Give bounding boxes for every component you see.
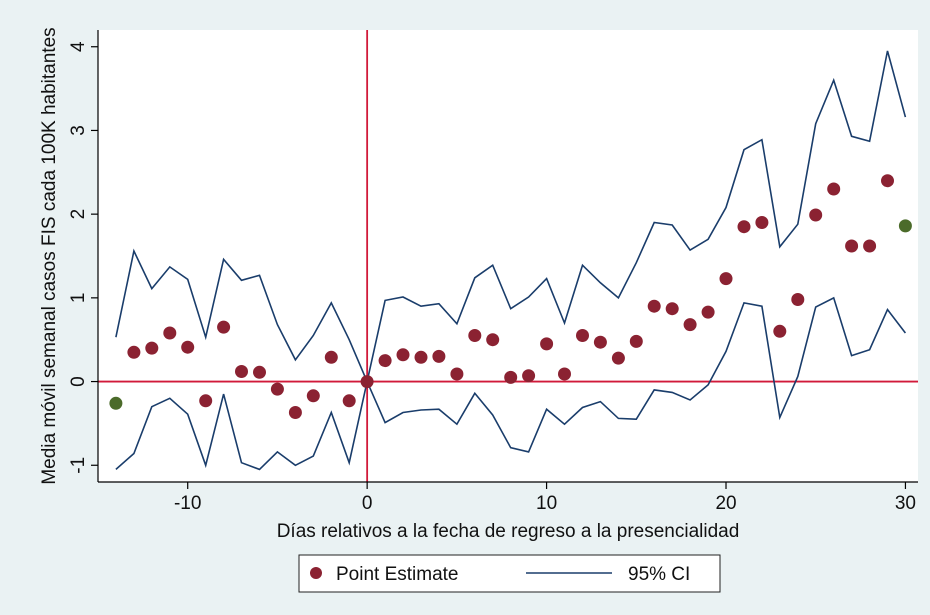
point-estimate-marker bbox=[486, 333, 500, 347]
point-estimate-marker bbox=[235, 365, 248, 378]
y-tick-label: 3 bbox=[68, 125, 89, 136]
point-estimate-marker bbox=[683, 318, 697, 332]
point-estimate-marker bbox=[163, 326, 177, 340]
ci-lower-line bbox=[115, 296, 907, 471]
point-estimate-marker bbox=[773, 324, 787, 338]
legend-point-marker bbox=[310, 567, 322, 579]
y-tick-label: 2 bbox=[68, 209, 89, 220]
point-estimate-marker bbox=[199, 394, 213, 408]
point-estimate-marker bbox=[432, 349, 446, 363]
point-estimate-marker bbox=[576, 329, 589, 342]
legend: Point Estimate 95% CI bbox=[298, 554, 721, 593]
point-estimate-marker bbox=[504, 370, 518, 384]
point-estimate-marker bbox=[863, 239, 877, 253]
point-estimate-marker bbox=[665, 302, 679, 316]
x-tick-label: -10 bbox=[174, 493, 201, 514]
x-axis-title: Días relativos a la fecha de regreso a l… bbox=[277, 521, 740, 542]
x-tick-label: 30 bbox=[895, 493, 916, 514]
point-estimate-marker bbox=[540, 337, 554, 351]
point-estimate-marker bbox=[881, 174, 894, 188]
y-axis-title: Media móvil semanal casos FIS cada 100K … bbox=[39, 27, 60, 484]
x-tick-label: 0 bbox=[362, 493, 373, 514]
point-estimate-marker bbox=[611, 351, 625, 365]
legend-label-ci: 95% CI bbox=[628, 564, 690, 585]
point-estimate-marker bbox=[755, 216, 769, 229]
point-estimate-marker bbox=[701, 305, 715, 319]
point-estimate-marker bbox=[791, 293, 805, 306]
point-estimate-marker bbox=[845, 239, 859, 253]
point-estimate-marker bbox=[217, 320, 231, 334]
y-tick-label: 4 bbox=[68, 41, 89, 52]
point-estimate-marker bbox=[558, 367, 571, 381]
point-estimate-marker bbox=[181, 340, 195, 354]
endpoint-marker bbox=[898, 219, 912, 233]
endpoint-marker bbox=[109, 396, 123, 410]
ci-upper-line bbox=[115, 50, 907, 385]
y-tick-label: -1 bbox=[68, 457, 89, 474]
point-estimate-marker bbox=[414, 350, 428, 364]
point-estimate-marker bbox=[827, 182, 841, 196]
legend-label-point-estimate: Point Estimate bbox=[336, 564, 459, 585]
point-estimate-marker bbox=[324, 350, 338, 364]
point-estimate-marker bbox=[253, 365, 266, 379]
point-estimate-marker bbox=[145, 341, 159, 355]
point-estimate-marker bbox=[288, 406, 302, 419]
x-tick-label: 10 bbox=[536, 493, 557, 514]
plot-area bbox=[98, 30, 918, 482]
point-estimate-marker bbox=[593, 335, 607, 349]
point-estimate-marker bbox=[719, 272, 733, 286]
point-estimate-marker bbox=[360, 375, 374, 389]
point-estimate-marker bbox=[809, 208, 823, 222]
x-tick-label: 20 bbox=[715, 493, 736, 514]
point-estimate-marker bbox=[342, 394, 356, 408]
point-estimate-marker bbox=[450, 367, 464, 381]
point-estimate-marker bbox=[629, 334, 643, 348]
point-estimate-marker bbox=[306, 389, 320, 403]
point-estimate-marker bbox=[647, 299, 661, 313]
series-layer bbox=[109, 50, 912, 471]
point-estimate-marker bbox=[270, 382, 284, 396]
point-estimate-marker bbox=[737, 220, 751, 234]
point-estimate-marker bbox=[522, 369, 536, 383]
point-estimate-marker bbox=[396, 348, 410, 362]
point-estimate-marker bbox=[378, 354, 392, 368]
point-estimate-marker bbox=[127, 345, 141, 359]
legend-box bbox=[298, 554, 721, 593]
axes bbox=[97, 30, 918, 483]
point-estimate-marker bbox=[468, 329, 482, 342]
y-tick-label: 0 bbox=[68, 376, 89, 387]
y-tick-label: 1 bbox=[68, 293, 89, 304]
